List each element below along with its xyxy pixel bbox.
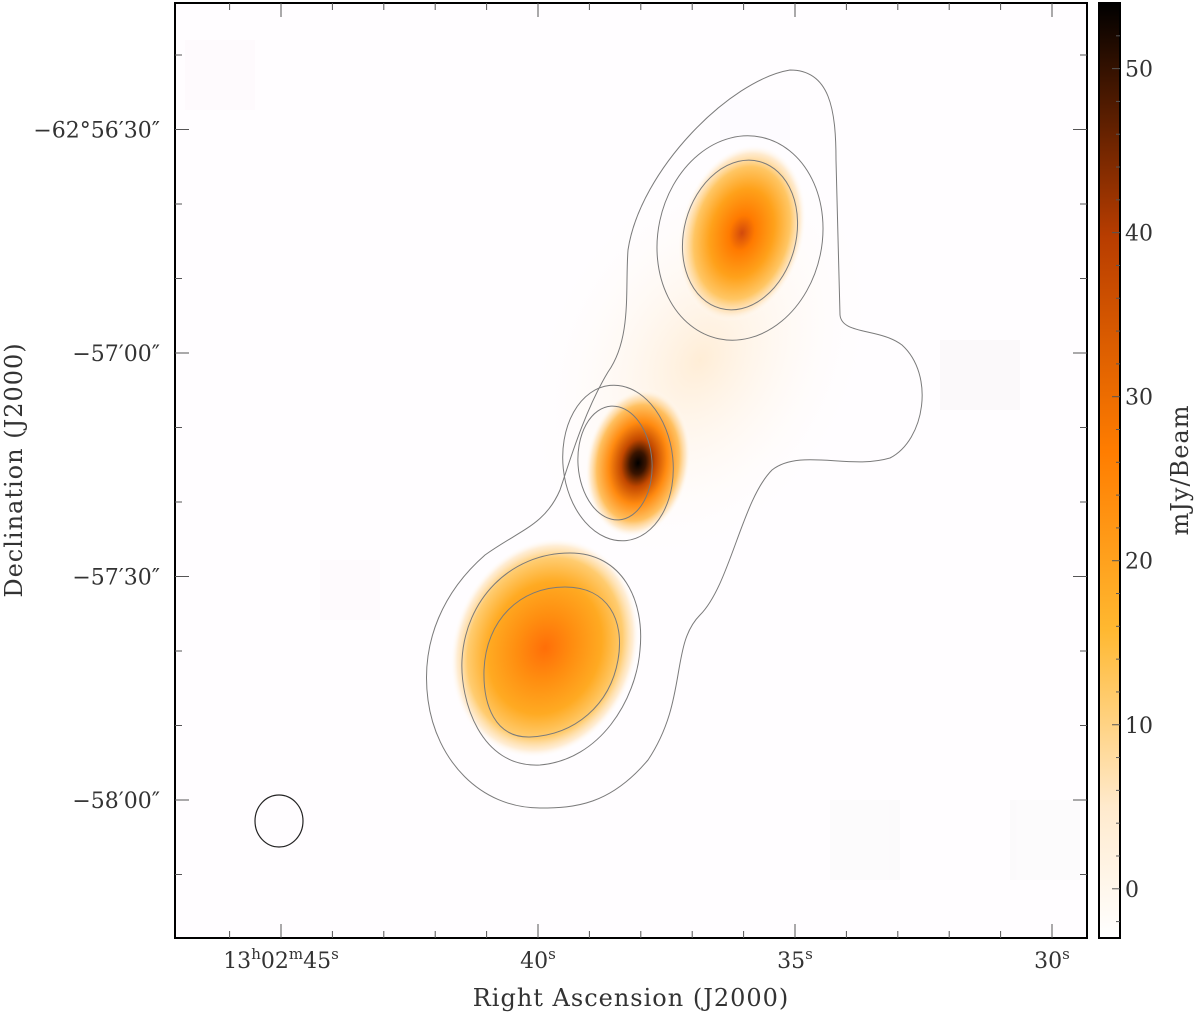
x-tick-label-value: 40 (520, 949, 548, 974)
x-axis-ticks (229, 3, 1053, 938)
x-tick-label-value: 13 (223, 949, 251, 974)
colorbar: 0 10 20 30 40 50 mJy/Beam (1098, 2, 1194, 939)
x-axis-title: Right Ascension (J2000) (473, 984, 790, 1012)
y-tick-label: −62°56′30″ (33, 119, 160, 144)
colorbar-tick-label: 20 (1125, 550, 1153, 575)
contour-north-1 (656, 135, 824, 341)
x-tick-label: 13h02m45s (223, 945, 339, 974)
x-tick-label: 40s (520, 945, 556, 974)
x-tick-label-unit: s (331, 945, 339, 963)
x-tick-label: 30s (1034, 945, 1070, 974)
plot-frame (174, 2, 1088, 939)
y-tick-label: −57′00″ (72, 342, 160, 367)
contour-south-2 (483, 586, 620, 738)
y-axis-ticks (175, 54, 1087, 875)
colorbar-ticks (1112, 35, 1120, 923)
x-tick-label-value: 45 (303, 949, 331, 974)
x-tick-label-unit: s (548, 945, 556, 963)
x-tick-label-unit: m (289, 945, 303, 963)
y-axis-tick-labels: −62°56′30″ −57′00″ −57′30″ −58′00″ (33, 119, 160, 815)
background-noise (185, 40, 1080, 880)
x-tick-label-unit: h (251, 945, 261, 963)
x-tick-label-value: 02 (261, 949, 289, 974)
y-tick-label: −58′00″ (72, 789, 160, 814)
contour-south-1 (461, 552, 642, 766)
contour-outer (426, 69, 923, 809)
colorbar-tick-label: 40 (1125, 222, 1153, 247)
y-tick-label: −57′30″ (72, 566, 160, 591)
x-tick-label-unit: s (1062, 945, 1070, 963)
x-tick-label-value: 35 (777, 949, 805, 974)
colorbar-tick-label: 0 (1125, 878, 1139, 903)
x-axis-tick-labels: 13h02m45s 40s 35s 30s (223, 945, 1070, 974)
colorbar-gradient (1099, 3, 1120, 938)
source-north (677, 144, 807, 322)
x-tick-label-unit: s (805, 945, 813, 963)
contours (426, 69, 923, 809)
colorbar-tick-label: 10 (1125, 714, 1153, 739)
contour-north-2 (681, 159, 799, 311)
x-tick-label-value: 30 (1034, 949, 1062, 974)
colorbar-tick-label: 30 (1125, 386, 1153, 411)
beam-ellipse (254, 794, 304, 848)
colorbar-frame (1098, 2, 1121, 939)
contour-core-1 (562, 384, 674, 542)
contour-core-2 (577, 405, 653, 521)
colorbar-title: mJy/Beam (1166, 405, 1194, 536)
colorbar-tick-labels: 0 10 20 30 40 50 (1125, 58, 1153, 903)
x-tick-label: 35s (777, 945, 813, 974)
colorbar-tick-label: 50 (1125, 58, 1153, 83)
y-axis-title: Declination (J2000) (0, 342, 28, 597)
